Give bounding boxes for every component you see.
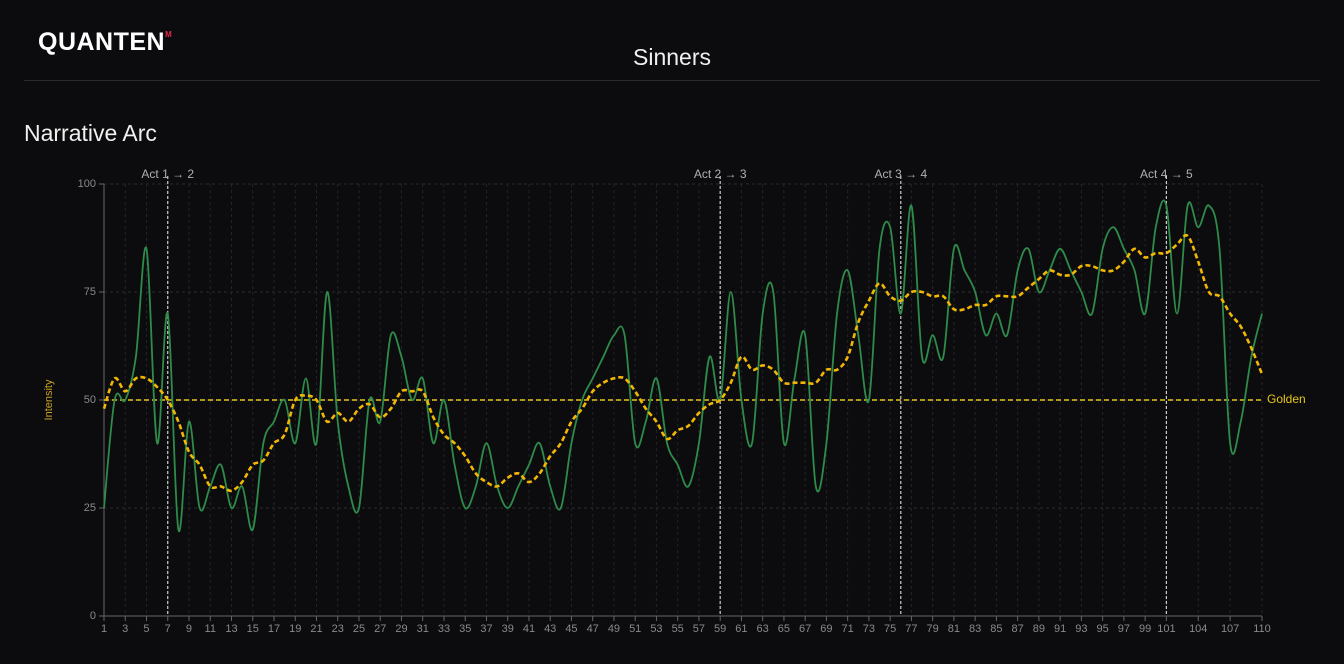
x-tick-label: 67: [799, 623, 811, 635]
logo-mark: M: [165, 30, 173, 39]
x-tick-label: 47: [587, 623, 599, 635]
x-tick-label: 81: [948, 623, 960, 635]
x-tick-label: 15: [247, 623, 259, 635]
header-divider: [24, 80, 1320, 81]
x-tick-label: 7: [165, 623, 171, 635]
act-label: Act 2 → 3: [694, 167, 747, 181]
trend-line: [102, 233, 1264, 493]
x-tick-label: 5: [143, 623, 149, 635]
x-tick-label: 9: [186, 623, 192, 635]
x-tick-label: 23: [332, 623, 344, 635]
x-tick-label: 17: [268, 623, 280, 635]
x-tick-label: 69: [820, 623, 832, 635]
x-tick-label: 37: [480, 623, 492, 635]
page-title: Sinners: [633, 44, 711, 70]
x-tick-label: 97: [1118, 623, 1130, 635]
act-label: Act 4 → 5: [1140, 167, 1193, 181]
logo: QUANTENM: [38, 28, 172, 57]
x-tick-label: 104: [1189, 623, 1207, 635]
x-tick-label: 29: [395, 623, 407, 635]
y-tick-label: 25: [84, 502, 96, 514]
x-tick-label: 11: [205, 623, 216, 635]
x-tick-label: 110: [1253, 623, 1271, 635]
x-tick-label: 49: [608, 623, 620, 635]
x-tick-label: 63: [757, 623, 769, 635]
x-tick-label: 65: [778, 623, 790, 635]
x-tick-label: 13: [225, 623, 237, 635]
x-tick-label: 3: [122, 623, 128, 635]
section-title: Narrative Arc: [24, 120, 157, 146]
x-tick-label: 43: [544, 623, 556, 635]
y-tick-label: 100: [78, 178, 96, 190]
x-tick-label: 95: [1097, 623, 1109, 635]
x-tick-label: 61: [735, 623, 747, 635]
x-tick-label: 31: [417, 623, 429, 635]
x-tick-label: 71: [842, 623, 854, 635]
x-tick-label: 27: [374, 623, 386, 635]
x-tick-label: 85: [990, 623, 1002, 635]
x-tick-label: 19: [289, 623, 301, 635]
act-label: Act 3 → 4: [874, 167, 927, 181]
x-tick-label: 41: [523, 623, 535, 635]
x-tick-label: 1: [101, 623, 107, 635]
intensity-line: [103, 199, 1263, 533]
y-tick-label: 0: [90, 610, 96, 622]
x-tick-label: 39: [502, 623, 514, 635]
x-tick-label: 45: [565, 623, 577, 635]
x-tick-label: 75: [884, 623, 896, 635]
logo-text: QUANTEN: [38, 28, 166, 56]
x-tick-label: 21: [310, 623, 322, 635]
y-axis-label: Intensity: [43, 379, 55, 420]
x-tick-label: 51: [629, 623, 641, 635]
act-label: Act 1 → 2: [141, 167, 194, 181]
x-tick-label: 25: [353, 623, 365, 635]
x-tick-label: 35: [459, 623, 471, 635]
x-tick-label: 79: [927, 623, 939, 635]
x-tick-label: 55: [672, 623, 684, 635]
x-tick-label: 91: [1054, 623, 1066, 635]
x-tick-label: 59: [714, 623, 726, 635]
x-tick-label: 33: [438, 623, 450, 635]
x-tick-label: 53: [650, 623, 662, 635]
x-tick-label: 83: [969, 623, 981, 635]
x-tick-label: 101: [1157, 623, 1175, 635]
y-tick-label: 75: [84, 286, 96, 298]
x-tick-label: 73: [863, 623, 875, 635]
y-tick-label: 50: [84, 394, 96, 406]
x-tick-label: 99: [1139, 623, 1151, 635]
x-tick-label: 107: [1221, 623, 1239, 635]
golden-label: Golden: [1267, 392, 1306, 406]
x-tick-label: 87: [1012, 623, 1024, 635]
x-tick-label: 77: [905, 623, 917, 635]
x-tick-label: 89: [1033, 623, 1045, 635]
x-tick-label: 93: [1075, 623, 1087, 635]
x-tick-label: 57: [693, 623, 705, 635]
